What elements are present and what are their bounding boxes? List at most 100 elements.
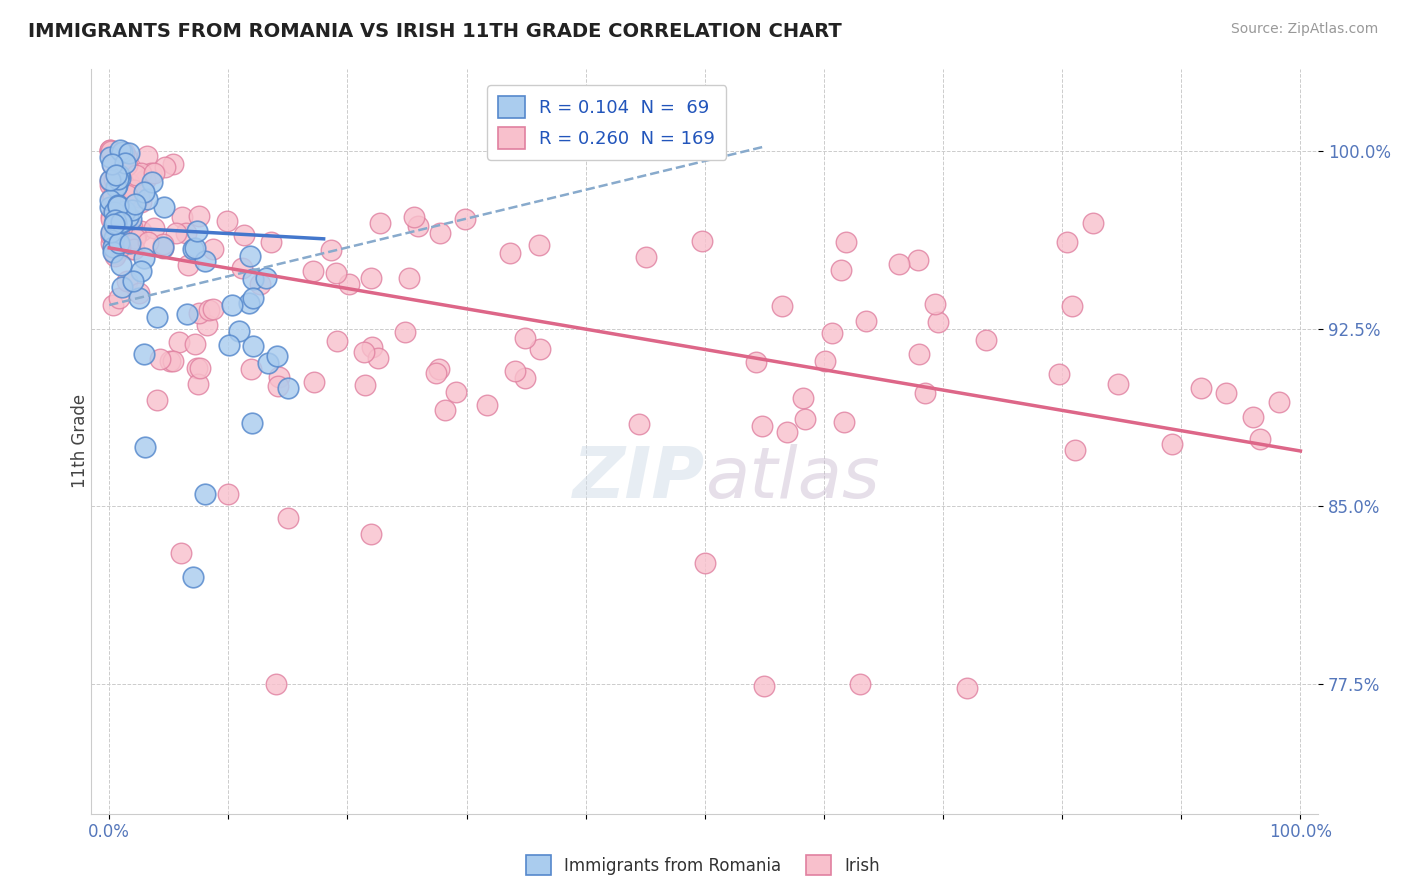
Point [100, 236, 122, 251]
Point [527, 237, 550, 252]
Point [907, 253, 929, 268]
Point [146, 310, 169, 324]
Point [104, 216, 127, 230]
Point [444, 384, 467, 399]
Point [104, 212, 127, 227]
Point [135, 149, 157, 163]
Point [408, 219, 430, 233]
Point [914, 385, 936, 400]
Point [1249, 432, 1271, 446]
Point [107, 178, 129, 192]
Point [115, 149, 138, 163]
Point [792, 392, 814, 406]
Point [132, 347, 155, 361]
Point [100, 144, 122, 158]
Point [136, 193, 159, 207]
Point [104, 202, 127, 216]
Point [170, 546, 193, 560]
Point [195, 318, 218, 333]
Point [104, 168, 127, 182]
Point [194, 253, 217, 268]
Point [184, 336, 207, 351]
Point [201, 242, 224, 256]
Point [114, 203, 136, 218]
Point [368, 216, 391, 230]
Point [249, 277, 271, 291]
Point [503, 364, 526, 378]
Point [162, 157, 184, 171]
Point [1056, 235, 1078, 249]
Point [186, 361, 208, 376]
Point [360, 527, 382, 541]
Point [108, 169, 131, 183]
Point [128, 190, 150, 204]
Point [152, 236, 174, 251]
Point [814, 354, 837, 368]
Point [239, 249, 262, 263]
Point [260, 235, 283, 249]
Point [152, 241, 174, 255]
Point [848, 676, 870, 690]
Point [108, 204, 131, 219]
Point [101, 159, 124, 173]
Point [360, 340, 382, 354]
Point [153, 160, 176, 174]
Point [188, 210, 211, 224]
Point [146, 392, 169, 407]
Point [184, 241, 207, 255]
Point [242, 272, 264, 286]
Point [793, 411, 815, 425]
Point [1241, 409, 1264, 424]
Point [302, 263, 325, 277]
Point [107, 244, 129, 258]
Point [100, 178, 122, 193]
Point [1083, 216, 1105, 230]
Point [131, 195, 153, 210]
Point [176, 258, 198, 272]
Point [186, 223, 208, 237]
Point [231, 261, 253, 276]
Point [692, 234, 714, 248]
Point [176, 306, 198, 320]
Point [1064, 443, 1087, 458]
Point [187, 376, 209, 391]
Point [112, 145, 135, 159]
Point [104, 249, 127, 263]
Point [104, 247, 127, 261]
Point [360, 271, 382, 285]
Point [162, 354, 184, 368]
Point [132, 251, 155, 265]
Point [152, 200, 174, 214]
Point [110, 258, 132, 272]
Point [167, 335, 190, 350]
Point [266, 349, 288, 363]
Point [242, 292, 264, 306]
Point [122, 274, 145, 288]
Point [103, 177, 125, 191]
Point [118, 145, 141, 160]
Point [513, 371, 536, 385]
Point [924, 297, 946, 311]
Point [111, 145, 134, 159]
Point [855, 314, 877, 328]
Point [108, 236, 131, 251]
Point [101, 157, 124, 171]
Point [129, 224, 152, 238]
Point [117, 157, 139, 171]
Point [103, 218, 125, 232]
Point [339, 277, 361, 291]
Point [267, 379, 290, 393]
Point [142, 220, 165, 235]
Point [218, 338, 240, 352]
Point [124, 231, 146, 245]
Point [1107, 376, 1129, 391]
Point [907, 347, 929, 361]
Point [120, 235, 142, 250]
Point [100, 226, 122, 240]
Point [117, 210, 139, 224]
Point [181, 570, 204, 584]
Point [353, 345, 375, 359]
Point [772, 299, 794, 313]
Point [108, 228, 131, 243]
Point [269, 370, 291, 384]
